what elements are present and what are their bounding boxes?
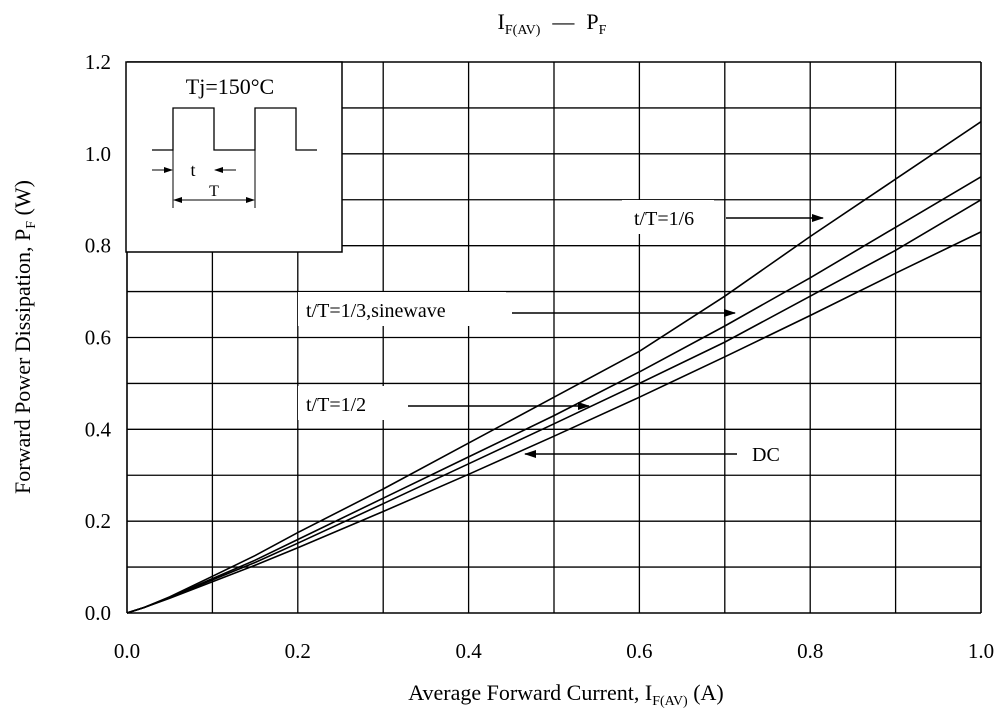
inset-waveform <box>152 107 317 151</box>
series-line-4 <box>126 231 982 614</box>
x-axis-label: Average Forward Current, IF(AV) (A) <box>408 680 724 709</box>
y-axis-label-sub: F <box>24 221 39 229</box>
annotation-bg-1-6 <box>622 200 714 234</box>
inset-frame <box>125 61 343 253</box>
y-tick-label: 0.6 <box>85 326 111 350</box>
series-layer <box>126 121 982 614</box>
x-tick-label: 1.0 <box>968 639 994 663</box>
annotation-dc: DC <box>752 444 780 466</box>
annotation-1-2: t/T=1/2 <box>306 394 366 416</box>
y-tick-label: 1.0 <box>85 142 111 166</box>
y-tick-label: 0.0 <box>85 601 111 625</box>
annotation-sinewave: t/T=1/3,sinewave <box>306 300 446 322</box>
x-tick-label: 0.0 <box>114 639 140 663</box>
y-tick-label: 0.2 <box>85 509 111 533</box>
title-var-2: P <box>586 9 598 34</box>
y-axis-label-pre: Forward Power Dissipation, P <box>10 229 35 494</box>
annotations: t/T=1/6 t/T=1/3,sinewave t/T=1/2 DC <box>298 200 824 470</box>
y-axis-label-post: (W) <box>10 180 35 221</box>
annotation-bg-sinewave <box>298 292 506 326</box>
inset-T-label: T <box>209 183 219 200</box>
title-sub-1: F(AV) <box>505 23 541 38</box>
title-var-1: I <box>498 9 505 34</box>
inset-t-label: t <box>190 160 195 180</box>
annotation-bg-1-2 <box>298 386 396 420</box>
x-axis-label-post: (A) <box>688 680 724 705</box>
y-tick-label: 1.2 <box>85 50 111 74</box>
x-axis-label-sub: F(AV) <box>652 694 688 709</box>
inset-box: Tj=150°C t T <box>125 61 343 253</box>
annotation-1-6: t/T=1/6 <box>634 208 694 230</box>
tick-labels: 0.0 0.2 0.4 0.6 0.8 1.0 0.0 0.2 0.4 0.6 0.8 1.0 1.2 <box>85 50 994 663</box>
x-tick-label: 0.4 <box>455 639 482 663</box>
y-tick-label: 0.4 <box>85 417 112 441</box>
title-sub-2: F <box>599 23 607 38</box>
chart-title: IF(AV) — PF <box>498 9 607 38</box>
x-axis-label-pre: Average Forward Current, I <box>408 680 652 705</box>
inset-condition: Tj=150°C <box>186 74 274 99</box>
y-axis-label: Forward Power Dissipation, PF (W) <box>10 180 39 494</box>
x-tick-label: 0.8 <box>797 639 823 663</box>
y-tick-label: 0.8 <box>85 234 111 258</box>
x-tick-label: 0.6 <box>626 639 652 663</box>
x-tick-label: 0.2 <box>285 639 311 663</box>
annotation-bg-dc <box>744 436 796 470</box>
title-dash: — <box>551 9 575 34</box>
